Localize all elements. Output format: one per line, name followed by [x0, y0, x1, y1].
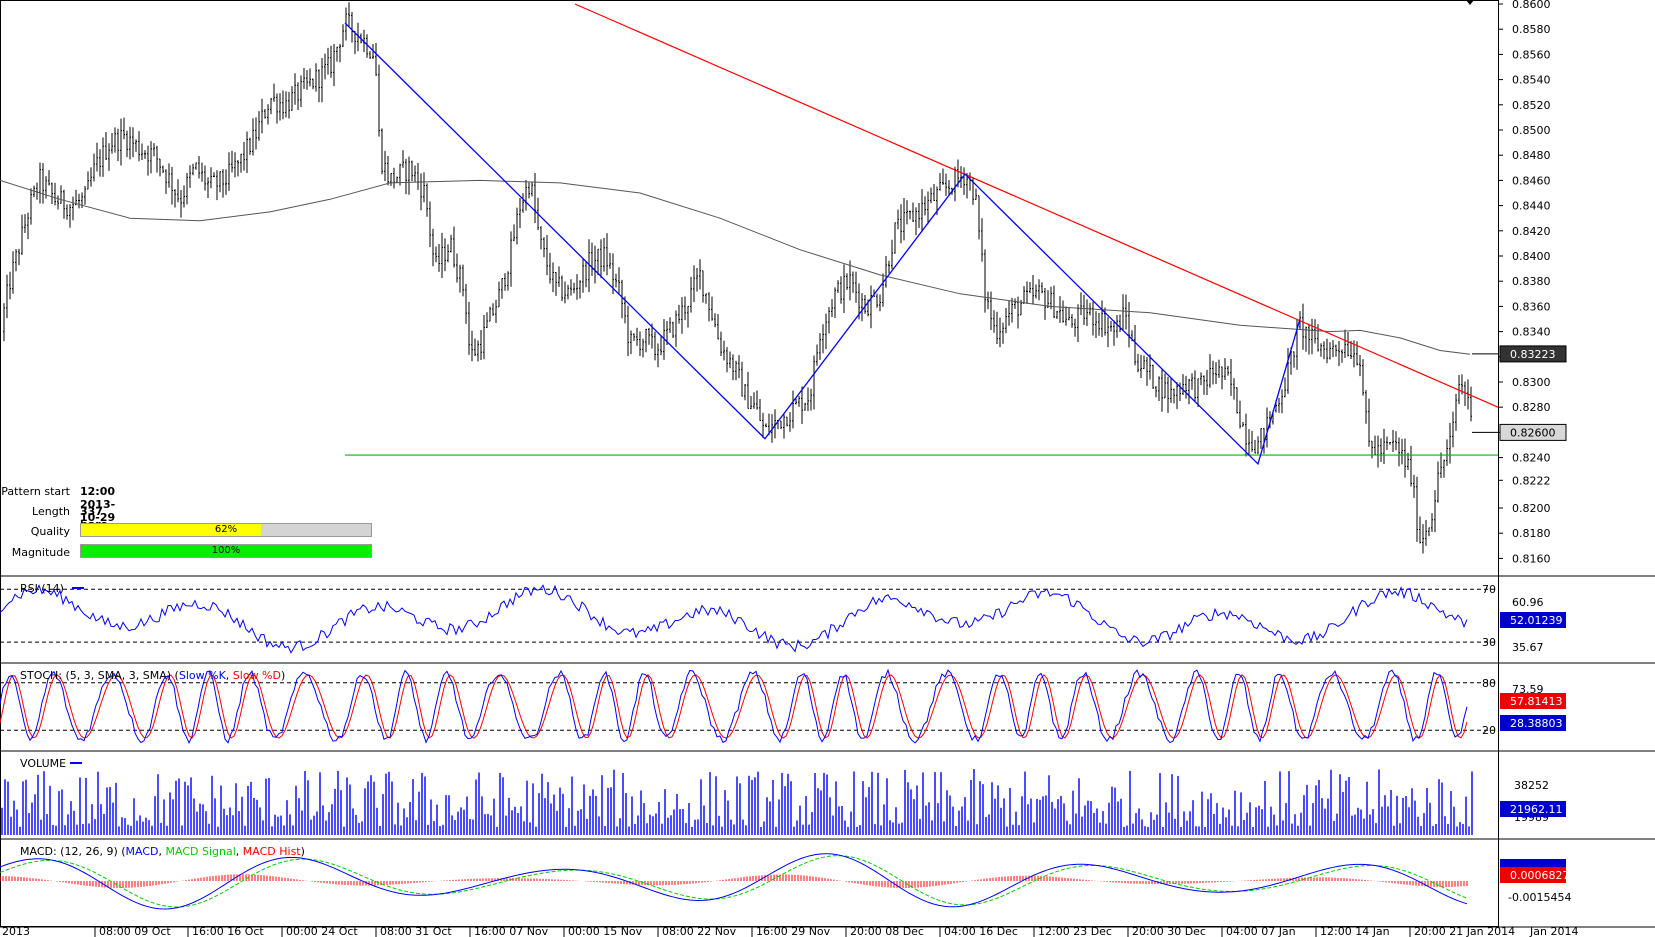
macd-histogram: [0, 874, 1468, 889]
resistance-trendline: [574, 3, 1499, 408]
quality-value: 62%: [214, 524, 238, 535]
rsi-level-label: 70: [1482, 583, 1496, 596]
rsi-tick-label-upper: 60.96: [1512, 596, 1544, 609]
quality-bar: 62%: [80, 523, 372, 537]
rsi-tick-label-lower: 35.67: [1512, 641, 1544, 654]
moving-average-line: [0, 179, 1471, 355]
current-price-label-box: [1499, 423, 1567, 441]
price-tick-label: 0.8340: [1512, 326, 1551, 339]
time-axis-label: 16:00 29 Nov: [756, 925, 831, 937]
time-axis-label: Jan 2014: [1529, 925, 1578, 937]
price-tick-label: 0.8440: [1512, 200, 1551, 213]
volume-value-label: 21962.11: [1510, 803, 1563, 816]
price-tick-label: 0.8380: [1512, 275, 1551, 288]
volume-tick-label-upper: 38252: [1514, 779, 1549, 792]
time-axis-label: 08:00 31 Oct: [380, 925, 452, 937]
magnitude-bar-fill: [81, 545, 371, 557]
stoch-k-value-label: 57.81413: [1510, 695, 1563, 708]
time-axis-label: 20:00 21 Jan 2014: [1414, 925, 1515, 937]
volume-title: VOLUME: [20, 757, 66, 770]
macd-title: MACD: (12, 26, 9) (MACD, MACD Signal, MA…: [20, 845, 305, 858]
stoch-level-label: 20: [1482, 724, 1496, 737]
price-tick-label: 0.8580: [1512, 23, 1551, 36]
ma-value-label: 0.83223: [1510, 348, 1556, 361]
price-tick-label: 0.8540: [1512, 74, 1551, 87]
ma-value-label-box: [1499, 345, 1567, 363]
volume-value-box: [1500, 801, 1566, 817]
time-axis-label: 08:00 09 Oct: [99, 925, 171, 937]
price-tick-label: 0.8600: [1512, 0, 1551, 11]
stoch-slow-d-line: [0, 674, 1468, 739]
time-axis-label: 00:00 24 Oct: [286, 925, 358, 937]
rsi-level-label: 30: [1482, 636, 1496, 649]
time-axis-label: 16:00 16 Oct: [192, 925, 264, 937]
scroll-marker-icon: [1466, 0, 1474, 5]
time-axis-label: 16:00 07 Nov: [474, 925, 549, 937]
time-axis-label: 00:00 15 Nov: [568, 925, 643, 937]
stoch-tick-label: 73.59: [1512, 683, 1544, 696]
rsi-title: RSI (14): [20, 582, 64, 595]
price-tick-label: 0.8400: [1512, 250, 1551, 263]
time-axis-label: 04:00 07 Jan: [1226, 925, 1296, 937]
price-tick-label: 0.8160: [1512, 552, 1551, 565]
price-tick-label: 0.8180: [1512, 527, 1551, 540]
magnitude-label: Magnitude: [11, 546, 70, 559]
stoch-slow-k-line: [0, 668, 1468, 745]
candlesticks: [3, 2, 1472, 554]
price-tick-label: 0.8360: [1512, 300, 1551, 313]
macd-signal-line: [0, 855, 1468, 908]
quality-bar-fill: [81, 524, 261, 536]
rsi-value-label: 52.01239: [1510, 614, 1563, 627]
price-tick-label: 0.8280: [1512, 401, 1551, 414]
zigzag-pattern-line: [344, 22, 1301, 466]
price-tick-label: 0.8520: [1512, 99, 1551, 112]
price-tick-label: 0.8200: [1512, 502, 1551, 515]
time-axis-label: 20:00 08 Dec: [850, 925, 924, 937]
pattern-start-label: Pattern start: [1, 485, 70, 498]
magnitude-bar: 100%: [80, 544, 372, 558]
macd-value-box: [1500, 867, 1566, 883]
price-tick-label: 0.8460: [1512, 174, 1551, 187]
stoch-level-label: 80: [1482, 677, 1496, 690]
magnitude-value: 100%: [211, 545, 241, 556]
volume-bars: [1, 769, 1473, 835]
rsi-value-box: [1500, 612, 1566, 628]
stoch-d-value-box: [1500, 715, 1566, 731]
stoch-k-value-box: [1500, 693, 1566, 709]
stoch-d-value-label: 28.38803: [1510, 717, 1563, 730]
price-tick-label: 0.8222: [1512, 474, 1551, 487]
price-tick-label: 0.8240: [1512, 452, 1551, 465]
rsi-line: [0, 584, 1468, 654]
price-tick-label: 0.8480: [1512, 149, 1551, 162]
pattern-length-label: Length: [32, 505, 70, 518]
time-axis-label: 2013: [2, 925, 30, 937]
price-tick-label: 0.8420: [1512, 225, 1551, 238]
macd-value-label: 0.0006827: [1510, 869, 1570, 882]
pattern-start-value: 12:00 2013-10-29: [80, 485, 116, 524]
time-axis-label: 04:00 16 Dec: [944, 925, 1018, 937]
macd-tick-label: -0.0015454: [1508, 891, 1571, 904]
price-tick-label: 0.8500: [1512, 124, 1551, 137]
quality-label: Quality: [30, 525, 70, 538]
stoch-title: STOCH: (5, 3, SMA, 3, SMA) (Slow %K, Slo…: [20, 669, 285, 682]
time-axis-label: 12:00 23 Dec: [1038, 925, 1112, 937]
time-axis-label: 20:00 30 Dec: [1132, 925, 1206, 937]
current-price-label: 0.82600: [1510, 426, 1556, 439]
macd-line: [0, 853, 1468, 910]
time-axis-label: 12:00 14 Jan: [1320, 925, 1390, 937]
price-tick-label: 0.8300: [1512, 376, 1551, 389]
price-tick-label: 0.8560: [1512, 48, 1551, 61]
time-axis-label: 08:00 22 Nov: [662, 925, 737, 937]
